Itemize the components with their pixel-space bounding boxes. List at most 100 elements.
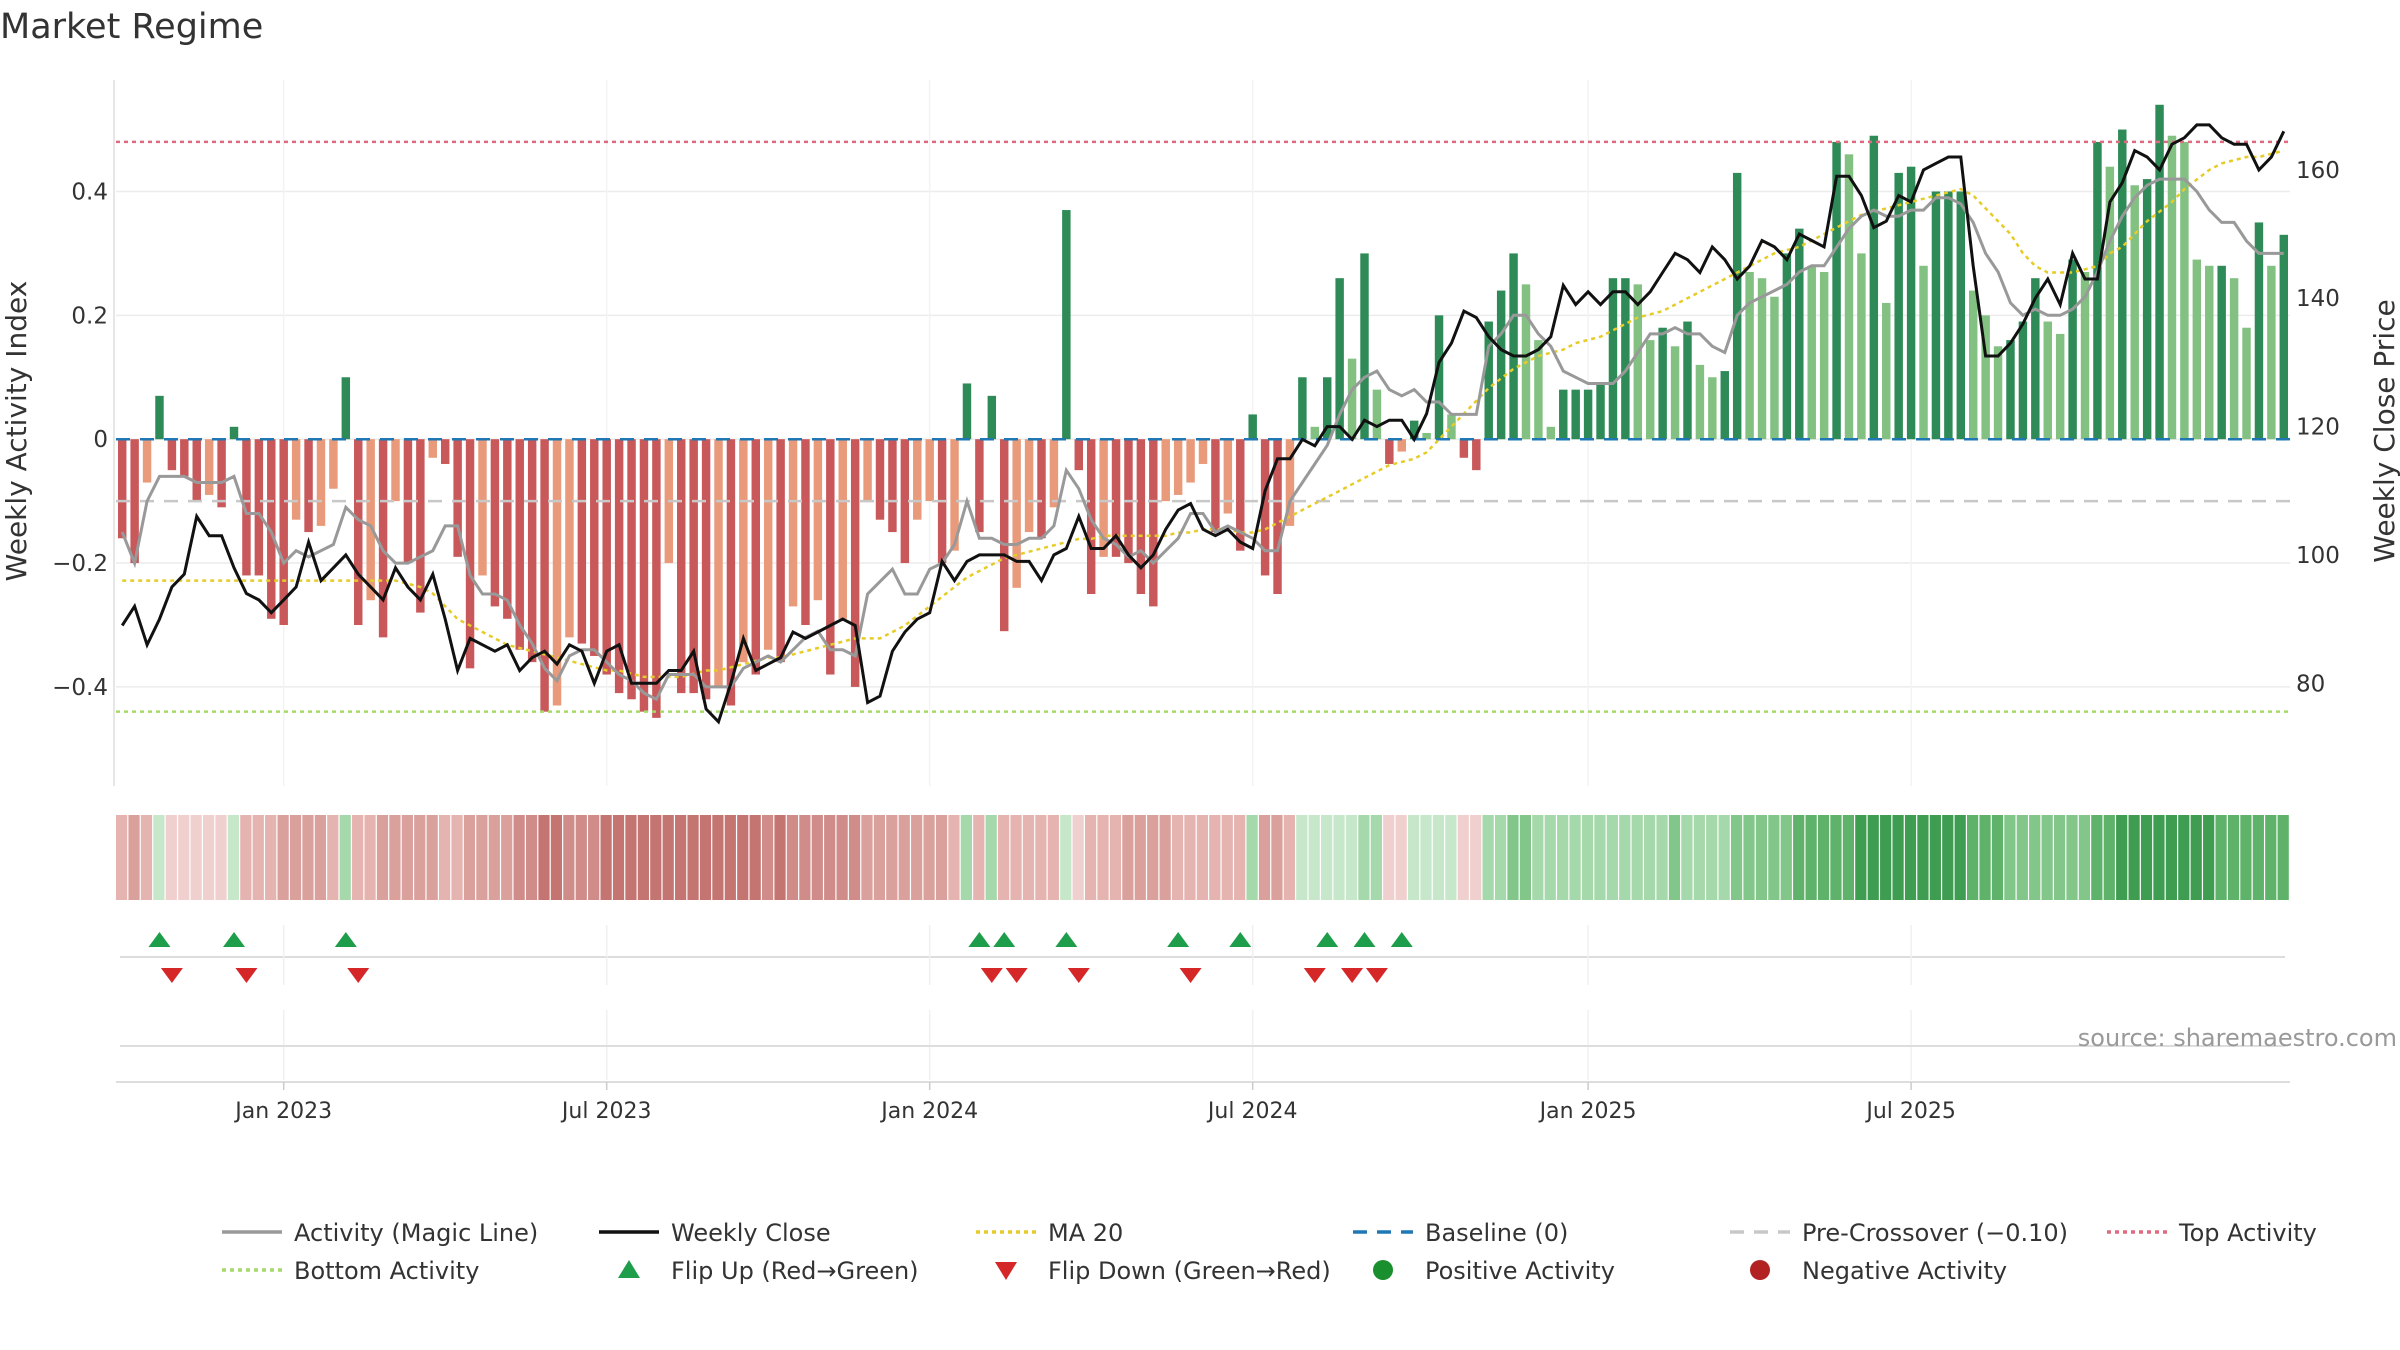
regime-strip-cell xyxy=(1060,815,1072,900)
flip-up-marker xyxy=(968,932,991,947)
legend-label: MA 20 xyxy=(1048,1219,1123,1247)
regime-strip-cell xyxy=(2091,815,2103,900)
right-axis: 80 100 120 140 160 xyxy=(2296,158,2340,697)
activity-bar xyxy=(1447,414,1456,440)
activity-bar xyxy=(465,439,475,669)
regime-strip-cell xyxy=(2103,815,2115,900)
regime-strip-cell xyxy=(178,815,190,900)
activity-bar xyxy=(254,439,264,576)
activity-bar xyxy=(838,439,847,619)
y-tick-label-left: 0 xyxy=(93,427,108,453)
activity-bars xyxy=(117,104,2289,718)
regime-strip-cell xyxy=(998,815,1010,900)
regime-strip-cell xyxy=(1793,815,1805,900)
flip-up-marker xyxy=(334,932,357,947)
activity-bar xyxy=(1670,346,1680,440)
activity-bar xyxy=(1683,321,1692,440)
regime-strip-cell xyxy=(861,815,873,900)
activity-bar xyxy=(1173,439,1183,495)
regime-strip-cell xyxy=(1494,815,1507,900)
activity-bar xyxy=(925,439,934,502)
regime-strip-cell xyxy=(128,815,140,900)
activity-bar xyxy=(1273,439,1282,595)
regime-strip-cell xyxy=(2016,815,2028,900)
regime-strip-cell xyxy=(116,815,128,900)
regime-strip-cell xyxy=(525,815,538,900)
regime-strip-cell xyxy=(1557,815,1569,900)
activity-bar xyxy=(2279,234,2289,440)
regime-strip-cell xyxy=(761,815,774,900)
regime-strip-cell xyxy=(786,815,799,900)
legend-label: Baseline (0) xyxy=(1425,1219,1568,1247)
activity-bar xyxy=(1223,439,1233,514)
regime-strip-cell xyxy=(1395,815,1407,900)
regime-strip-cell xyxy=(737,815,749,900)
activity-bar xyxy=(1496,290,1506,440)
activity-bar xyxy=(1944,191,1953,440)
regime-strip-cell xyxy=(960,815,972,900)
activity-bar xyxy=(2192,259,2202,440)
regime-strip-cell xyxy=(824,815,836,900)
activity-bar xyxy=(1906,166,1916,440)
regime-strip-cell xyxy=(1730,815,1743,900)
activity-bar xyxy=(478,439,487,576)
regime-strip-cell xyxy=(2165,815,2177,900)
activity-bar xyxy=(1633,284,1643,440)
activity-bar xyxy=(677,439,686,694)
x-tick-label: Jul 2024 xyxy=(1206,1099,1298,1124)
activity-bar xyxy=(527,439,537,663)
y-tick-label-right: 80 xyxy=(2296,671,2325,697)
activity-bar xyxy=(378,439,388,638)
regime-strip-cell xyxy=(1668,815,1681,900)
y-tick-label-left: 0.4 xyxy=(71,179,108,205)
regime-strip-cell xyxy=(140,815,153,900)
flip-up-marker xyxy=(1229,932,1252,947)
activity-bar xyxy=(776,439,785,663)
activity-bar xyxy=(490,439,500,607)
activity-bar xyxy=(1534,340,1543,440)
regime-strip-cell xyxy=(1718,815,1730,900)
flip-up-marker xyxy=(148,932,171,947)
activity-bar xyxy=(1509,253,1518,440)
regime-strip-cell xyxy=(327,815,339,900)
regime-strip xyxy=(116,815,2289,900)
activity-bar xyxy=(813,439,823,601)
regime-strip-cell xyxy=(1159,815,1171,900)
flip-down-marker xyxy=(980,968,1003,983)
activity-bar xyxy=(639,439,649,712)
legend-label: Flip Up (Red→Green) xyxy=(671,1257,919,1285)
activity-bar xyxy=(1211,439,1220,533)
regime-strip-cell xyxy=(202,815,215,900)
regime-strip-cell xyxy=(1817,815,1830,900)
activity-bar xyxy=(453,439,462,557)
activity-bar xyxy=(2205,265,2214,440)
activity-bar xyxy=(552,439,562,706)
regime-strip-cell xyxy=(1184,815,1196,900)
activity-bar xyxy=(279,439,288,625)
legend-label: Bottom Activity xyxy=(294,1257,479,1285)
activity-bar xyxy=(701,439,711,700)
regime-strip-cell xyxy=(1370,815,1382,900)
regime-strip-cell xyxy=(985,815,997,900)
activity-bar xyxy=(1062,210,1071,440)
regime-strip-cell xyxy=(1979,815,1991,900)
activity-bar xyxy=(1397,439,1406,452)
regime-strip-cell xyxy=(1010,815,1022,900)
regime-strip-cell xyxy=(799,815,811,900)
regime-strip-cell xyxy=(1967,815,1979,900)
regime-strip-cell xyxy=(1594,815,1606,900)
regime-strip-cell xyxy=(1606,815,1618,900)
magic-line xyxy=(120,177,2284,702)
regime-strip-cell xyxy=(339,815,351,900)
activity-bar xyxy=(1807,265,1816,440)
regime-strip-cell xyxy=(588,815,600,900)
reference-lines xyxy=(116,140,2290,713)
activity-bar xyxy=(1968,290,1978,440)
activity-bar xyxy=(1298,377,1307,440)
activity-bar xyxy=(2254,222,2264,440)
regime-strip-cell xyxy=(1805,815,1817,900)
activity-bar xyxy=(1931,191,1941,440)
activity-bar xyxy=(1608,278,1618,440)
regime-strip-cell xyxy=(898,815,910,900)
activity-bar xyxy=(714,439,723,687)
